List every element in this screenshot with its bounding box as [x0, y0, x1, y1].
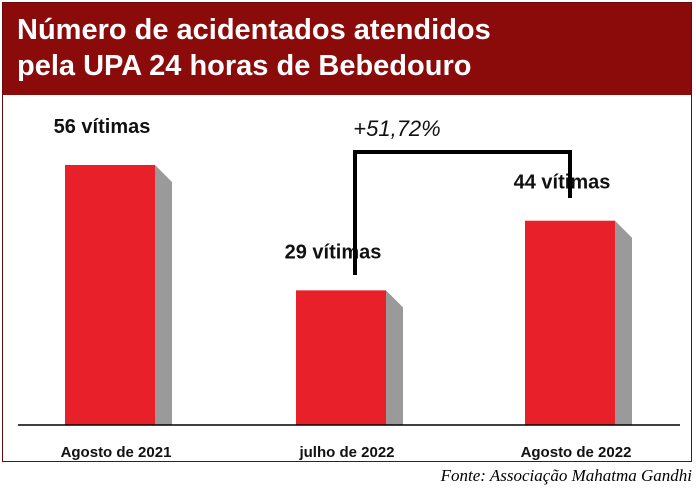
title-line-1: Número de acidentados atendidos [17, 14, 491, 46]
data-label-0: 56 vítimas [54, 116, 151, 138]
title-line-2: pela UPA 24 horas de Bebedouro [17, 50, 472, 82]
growth-annotation: +51,72% [353, 116, 440, 141]
growth-bracket [353, 150, 572, 275]
title-bar: Número de acidentados atendidos pela UPA… [3, 3, 691, 95]
bar-side-2 [615, 220, 632, 425]
bar-1 [296, 290, 386, 425]
data-label-2: 44 vítimas [514, 172, 611, 194]
category-label-2: Agosto de 2022 [521, 444, 632, 461]
category-label-0: Agosto de 2021 [61, 444, 172, 461]
data-label-1: 29 vítimas [285, 241, 382, 263]
bar-side-0 [155, 165, 172, 425]
bar-side-1 [386, 290, 403, 425]
category-label-1: julho de 2022 [298, 444, 394, 461]
bar-0 [65, 165, 155, 425]
source-note: Fonte: Associação Mahatma Gandhi [440, 466, 692, 485]
bar-2 [525, 220, 615, 425]
